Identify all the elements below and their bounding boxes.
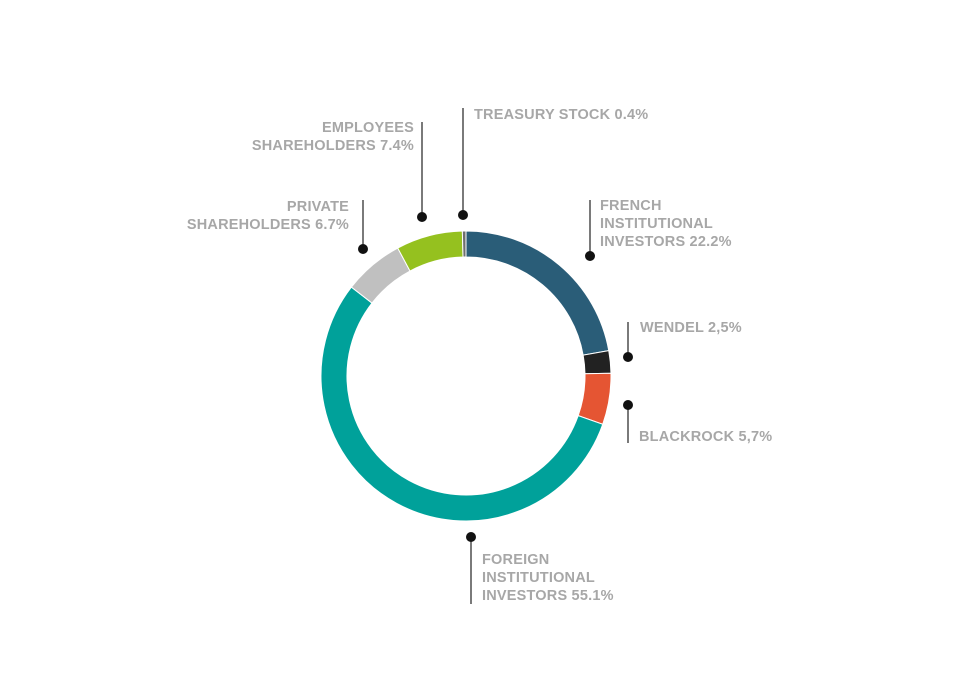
label-employees-shareholders: EMPLOYEES SHAREHOLDERS 7.4% [252,119,414,155]
label-employees-line-1: EMPLOYEES [321,120,414,136]
leader-dot-french [585,251,595,261]
label-french-line-2: INSTITUTIONAL [600,216,713,232]
leader-dot-foreign [466,532,476,542]
label-treasury-stock: TREASURY STOCK 0.4% [474,106,648,124]
donut-slice-wendel [582,350,612,375]
leaders-layer [358,108,633,604]
donut-slice-blackrock [577,372,612,425]
donut-slice-foreign-institutional-investors [320,286,604,522]
label-treasury-line-1: TREASURY STOCK 0.4% [474,107,649,123]
label-employees-line-2: SHAREHOLDERS 7.4% [251,138,414,154]
leader-dot-private [358,244,368,254]
leader-dot-wendel [623,352,633,362]
label-foreign-line-1: FOREIGN [482,552,550,568]
label-french-line-1: FRENCH [600,198,662,214]
leader-dot-employees [417,212,427,222]
label-foreign-institutional-investors: FOREIGN INSTITUTIONAL INVESTORS 55.1% [482,551,614,605]
slices-layer [320,230,612,522]
label-foreign-line-2: INSTITUTIONAL [482,570,595,586]
label-private-line-1: PRIVATE [286,199,349,215]
label-private-shareholders: PRIVATE SHAREHOLDERS 6.7% [187,198,349,234]
donut-slice-french-institutional-investors [465,230,610,356]
label-wendel: WENDEL 2,5% [640,319,742,337]
leader-dot-blackrock [623,400,633,410]
label-blackrock: BLACKROCK 5,7% [639,428,772,446]
leader-dot-treasury [458,210,468,220]
label-wendel-line-1: WENDEL 2,5% [640,320,742,336]
label-french-line-3: INVESTORS 22.2% [600,234,732,250]
label-french-institutional-investors: FRENCH INSTITUTIONAL INVESTORS 22.2% [600,197,732,251]
label-private-line-2: SHAREHOLDERS 6.7% [186,217,349,233]
label-foreign-line-3: INVESTORS 55.1% [482,588,614,604]
donut-slice-treasury-stock [461,230,467,258]
label-blackrock-line-1: BLACKROCK 5,7% [639,429,773,445]
donut-slice-employees-shareholders [397,230,464,272]
